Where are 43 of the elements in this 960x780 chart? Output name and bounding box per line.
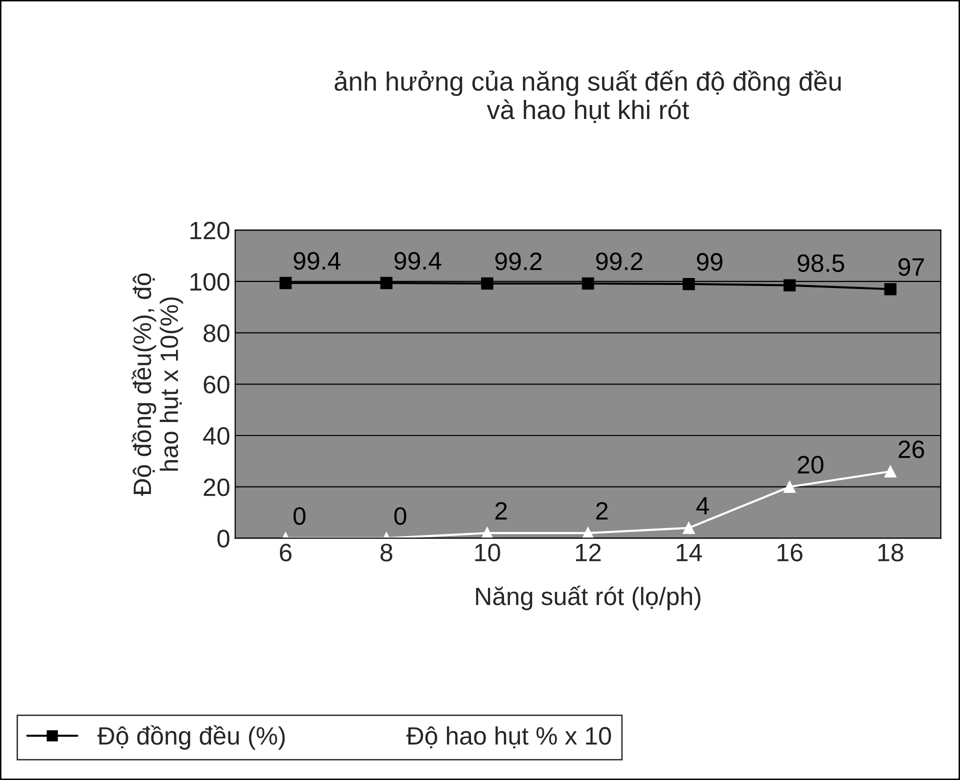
data-label: 26 [898, 440, 924, 458]
text: Độ hao hụt % x 10 [406, 726, 611, 748]
x-tick-label: 18 [878, 544, 904, 562]
legend-label: Độ đồng đều (%) [97, 725, 285, 750]
point [280, 276, 292, 290]
data-label: 98.5 [798, 254, 844, 272]
data-label: 2 [596, 502, 608, 520]
data-label: 99.4 [294, 252, 340, 270]
x-tick-label: 12 [576, 544, 601, 562]
data-label: 99.2 [495, 252, 542, 270]
x-axis-title: Năng suất rót (lọ/ph) [476, 586, 700, 610]
x-tick-label: 14 [676, 544, 702, 562]
point [481, 277, 494, 290]
data-label: 2 [495, 502, 507, 520]
point [582, 277, 594, 290]
point [884, 283, 896, 296]
point [682, 278, 695, 290]
y-tick-label: 40 [203, 427, 230, 445]
data-label: 97 [898, 258, 924, 276]
x-tick-label: 16 [778, 544, 802, 562]
x-tick-label: 10 [475, 544, 500, 562]
point [784, 480, 796, 493]
point [682, 522, 695, 534]
y-tick-label: 80 [204, 324, 230, 342]
data-label: 99.4 [394, 252, 442, 270]
y-tick-label: 0 [217, 530, 230, 548]
data-label: 20 [798, 456, 824, 474]
y-tick-label: 60 [204, 376, 230, 394]
chart-title: ảnh hưởng của năng suất đến độ đồng đều và hao hụt khi rót [334, 70, 841, 123]
y-axis-title: Độ đồng đều(%), độ hao hụt x 10(%) [132, 273, 184, 496]
data-label: 0 [294, 507, 306, 525]
data-label: 99.2 [596, 252, 642, 270]
point [784, 279, 796, 292]
point [884, 465, 896, 478]
data-label: 4 [696, 497, 709, 514]
data-label: 99 [696, 253, 722, 271]
y-tick-label: 20 [204, 478, 230, 496]
y-tick-label: 100 [190, 273, 230, 291]
y-tick-label: 120 [190, 222, 230, 240]
x-tick-label: 8 [380, 544, 392, 562]
x-tick-label: 6 [280, 544, 292, 562]
point [380, 276, 392, 290]
data-label: 0 [394, 507, 406, 525]
